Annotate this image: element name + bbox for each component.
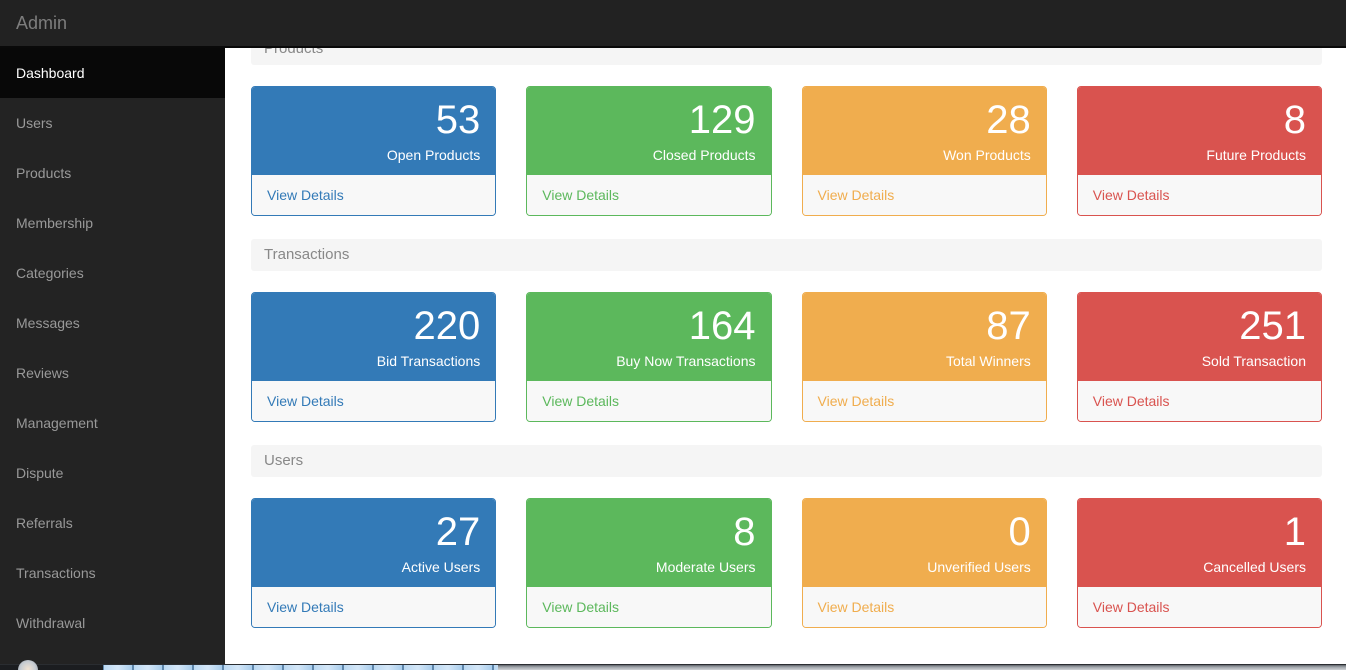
stat-label: Open Products [386,147,481,163]
sidebar-item-products[interactable]: Products [16,165,72,181]
sidebar-item-referrals[interactable]: Referrals [16,515,73,531]
stat-card-unverified-users: 0 Unverified Users View Details [801,498,1047,628]
stat-label: Moderate Users [655,559,756,575]
sidebar-item-dispute[interactable]: Dispute [16,465,64,481]
sidebar-item-users[interactable]: Users [16,115,53,131]
stat-label: Total Winners [945,353,1031,369]
stat-value: 8 [1283,98,1306,142]
view-details-link[interactable]: View Details [252,587,496,627]
stat-label: Unverified Users [927,559,1031,575]
stat-value: 251 [1239,304,1306,348]
stat-value: 220 [413,304,481,348]
sidebar: Dashboard Users Products Membership Cate… [0,48,225,670]
stat-card-sold-transaction: 251 Sold Transaction View Details [1076,292,1322,422]
stat-card-active-users: 27 Active Users View Details [251,498,497,628]
stat-card-moderate-users: 8 Moderate Users View Details [526,498,772,628]
stat-label: Cancelled Users [1203,559,1306,575]
stat-card-total-winners: 87 Total Winners View Details [801,292,1047,422]
stat-card-heading: 28 Won Products [802,87,1046,175]
stat-value: 53 [435,98,481,142]
stat-label: Sold Transaction [1201,353,1306,369]
view-details-link[interactable]: View Details [527,587,771,627]
top-navbar: Admin [0,0,1346,48]
view-details-link[interactable]: View Details [527,175,771,215]
stat-card-heading: 87 Total Winners [802,293,1046,381]
view-details-link[interactable]: View Details [802,381,1046,421]
stat-card-heading: 8 Moderate Users [527,499,771,587]
stat-card-cancelled-users: 1 Cancelled Users View Details [1076,498,1322,628]
stat-value: 28 [986,98,1031,142]
transactions-cards-row: 220 Bid Transactions View Details 164 Bu… [251,292,1322,422]
view-details-link[interactable]: View Details [1077,175,1321,215]
taskbar-sliver[interactable] [0,660,1346,670]
stat-card-heading: 220 Bid Transactions [252,293,496,381]
sidebar-item-membership[interactable]: Membership [16,215,94,231]
main-content: Products 53 Open Products View Details 1… [225,0,1346,628]
section-header-users: Users [251,445,1322,477]
view-details-link[interactable]: View Details [252,175,496,215]
stat-value: 0 [1008,510,1031,554]
sidebar-item-dashboard[interactable]: Dashboard [0,48,225,98]
stat-label: Future Products [1206,147,1306,163]
taskbar-tray-strip [498,665,1346,670]
stat-value: 87 [986,304,1031,348]
users-cards-row: 27 Active Users View Details 8 Moderate … [251,498,1322,628]
stat-card-heading: 27 Active Users [252,499,496,587]
stat-label: Buy Now Transactions [616,353,756,369]
stat-card-open-products: 53 Open Products View Details [251,86,497,216]
sidebar-item-categories[interactable]: Categories [16,265,84,281]
section-header-transactions: Transactions [251,239,1322,271]
stat-label: Won Products [943,147,1031,163]
stat-card-future-products: 8 Future Products View Details [1076,86,1322,216]
stat-value: 27 [435,510,481,554]
stat-value: 1 [1283,510,1306,554]
view-details-link[interactable]: View Details [1077,587,1321,627]
view-details-link[interactable]: View Details [252,381,496,421]
taskbar-window-buttons[interactable] [103,665,498,670]
stat-card-won-products: 28 Won Products View Details [801,86,1047,216]
stat-value: 8 [733,510,756,554]
stat-value: 129 [688,98,756,142]
view-details-link[interactable]: View Details [802,587,1046,627]
sidebar-item-management[interactable]: Management [16,415,98,431]
brand-title[interactable]: Admin [16,13,68,33]
start-orb-icon[interactable] [18,660,38,670]
sidebar-item-messages[interactable]: Messages [16,315,80,331]
stat-card-heading: 129 Closed Products [527,87,771,175]
view-details-link[interactable]: View Details [1077,381,1321,421]
stat-card-heading: 164 Buy Now Transactions [527,293,771,381]
view-details-link[interactable]: View Details [802,175,1046,215]
stat-card-heading: 1 Cancelled Users [1077,499,1321,587]
sidebar-item-transactions[interactable]: Transactions [16,565,96,581]
stat-card-heading: 251 Sold Transaction [1077,293,1321,381]
sidebar-item-reviews[interactable]: Reviews [16,365,69,381]
stat-label: Closed Products [652,147,756,163]
stat-label: Active Users [401,559,481,575]
stat-card-heading: 53 Open Products [252,87,496,175]
stat-value: 164 [688,304,756,348]
stat-card-closed-products: 129 Closed Products View Details [526,86,772,216]
stat-label: Bid Transactions [376,353,481,369]
view-details-link[interactable]: View Details [527,381,771,421]
products-cards-row: 53 Open Products View Details 129 Closed… [251,86,1322,216]
stat-card-heading: 0 Unverified Users [802,499,1046,587]
stat-card-bid-transactions: 220 Bid Transactions View Details [251,292,497,422]
stat-card-heading: 8 Future Products [1077,87,1321,175]
sidebar-item-withdrawal[interactable]: Withdrawal [16,615,86,631]
stat-card-buy-now-transactions: 164 Buy Now Transactions View Details [526,292,772,422]
